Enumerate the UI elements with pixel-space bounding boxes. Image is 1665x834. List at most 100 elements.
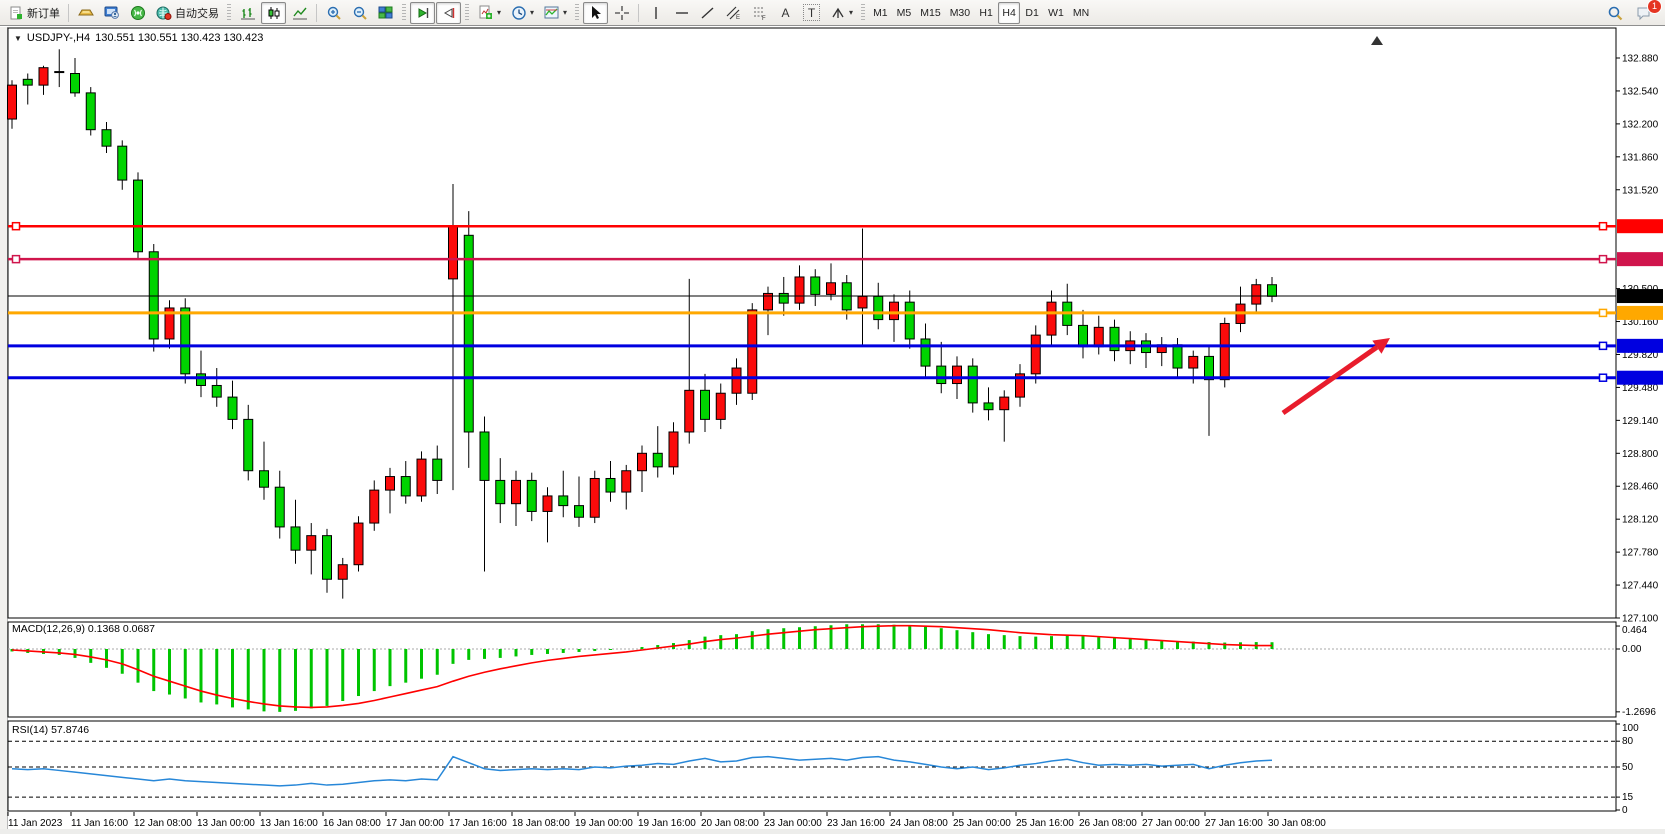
line-handle[interactable] — [1598, 221, 1608, 231]
gold-ingot-button[interactable] — [73, 2, 98, 24]
arrows-button[interactable]: ▾ — [825, 2, 857, 24]
candle-down — [479, 431, 490, 481]
time-axis-label: 11 Jan 2023 — [8, 818, 63, 829]
candle-down — [101, 129, 112, 147]
tab-timeframe-M30[interactable]: M30 — [946, 2, 974, 24]
candle-up — [1219, 322, 1230, 381]
tab-timeframe-D1[interactable]: D1 — [1021, 2, 1043, 24]
panel-border — [7, 621, 1617, 718]
tab-timeframe-MN[interactable]: MN — [1069, 2, 1093, 24]
templates-icon — [543, 4, 560, 21]
vertical-line-button[interactable] — [643, 2, 668, 24]
candle-down — [1267, 284, 1277, 297]
chart-canvas[interactable]: 132.880 132.540 132.200 131.860 131.520 130.5… — [0, 27, 1665, 834]
svg-text:128.460: 128.460 — [1622, 482, 1659, 493]
main-toolbar: 新订单 自动交易 — [0, 0, 1665, 26]
trend-arrow[interactable] — [1281, 345, 1379, 416]
zoom-in-button[interactable] — [321, 2, 346, 24]
time-axis-label: 12 Jan 08:00 — [134, 818, 192, 829]
line-handle[interactable] — [11, 254, 21, 264]
candle-up — [448, 225, 458, 280]
tab-timeframe-M1[interactable]: M1 — [869, 2, 892, 24]
candle-down — [117, 145, 128, 181]
tab-timeframe-M15[interactable]: M15 — [916, 2, 944, 24]
signals-button[interactable] — [125, 2, 150, 24]
svg-text:128.800: 128.800 — [1622, 449, 1659, 460]
tab-timeframe-H1[interactable]: H1 — [975, 2, 997, 24]
price-tag — [1617, 219, 1663, 234]
templates-button[interactable]: ▾ — [539, 2, 571, 24]
autotrading-button[interactable]: 自动交易 — [151, 2, 223, 24]
line-handle[interactable] — [1598, 373, 1608, 382]
crosshair-icon — [613, 4, 630, 21]
svg-text:127.100: 127.100 — [1622, 614, 1659, 625]
crosshair-button[interactable] — [609, 2, 634, 24]
time-axis-label: 17 Jan 00:00 — [386, 818, 444, 829]
periods-button[interactable]: ▾ — [506, 2, 538, 24]
timeframe-label: M5 — [896, 6, 912, 19]
notification-badge: 1 — [1647, 0, 1662, 14]
fibonacci-button[interactable]: F — [747, 2, 772, 24]
line-handle[interactable] — [11, 221, 21, 231]
terminal-window-button[interactable] — [99, 2, 124, 24]
candle-down — [967, 365, 978, 404]
notifications-button[interactable]: 1 — [1631, 0, 1662, 24]
equidistant-channel-icon: E — [725, 4, 742, 21]
candle-down — [700, 389, 710, 420]
new-order-button[interactable]: 新订单 — [3, 2, 64, 24]
auto-scroll-button[interactable] — [410, 1, 435, 24]
statusbar-edge — [0, 829, 1665, 834]
horizontal-line-icon — [673, 4, 690, 21]
chart-window — [0, 27, 1665, 834]
candle-down — [1078, 324, 1088, 348]
candle-up — [1188, 355, 1199, 369]
tab-timeframe-W1[interactable]: W1 — [1044, 2, 1068, 24]
indicators-button[interactable]: ▾ — [473, 2, 505, 24]
tile-windows-button[interactable] — [373, 2, 398, 24]
cursor-button[interactable] — [583, 1, 609, 24]
macd-histogram — [10, 624, 1274, 712]
candlestick-chart-button[interactable] — [261, 1, 286, 24]
line-handle[interactable] — [1598, 254, 1608, 264]
candle-up — [589, 477, 600, 518]
timeframe-label: MN — [1072, 6, 1090, 19]
symbol-dropdown-icon[interactable]: ▼ — [14, 33, 22, 43]
trendline-button[interactable] — [695, 2, 720, 24]
candle-down — [274, 486, 285, 528]
horizontal-line-button[interactable] — [669, 2, 694, 24]
candle-down — [1204, 355, 1214, 381]
toolbar-separator — [316, 3, 317, 22]
zoom-out-button[interactable] — [347, 2, 372, 24]
chart-shift-marker[interactable] — [1371, 36, 1383, 45]
candle-up — [731, 367, 742, 394]
tab-timeframe-H4[interactable]: H4 — [998, 1, 1021, 24]
svg-text:131.860: 131.860 — [1622, 152, 1659, 163]
panel-border — [7, 27, 1617, 619]
chart-shift-button[interactable] — [436, 1, 461, 24]
candle-down — [227, 396, 238, 420]
ohlc-values: 130.551 130.551 130.423 130.423 — [95, 32, 264, 44]
equidistant-channel-button[interactable]: E — [721, 2, 746, 24]
text-label-button[interactable]: T — [799, 2, 824, 24]
new-order-label: 新订单 — [27, 7, 60, 20]
new-order-icon — [7, 4, 24, 21]
candle-up — [889, 301, 899, 321]
candle-up — [542, 495, 553, 512]
candle-up — [306, 535, 317, 551]
price-tag — [1617, 289, 1663, 304]
candle-down — [259, 470, 269, 488]
candle-up — [164, 307, 175, 340]
toolbar-drag-handle — [465, 3, 469, 22]
candle-down — [432, 458, 443, 481]
line-handle[interactable] — [1598, 341, 1608, 351]
bar-chart-button[interactable] — [235, 2, 260, 24]
line-handle[interactable] — [1598, 308, 1608, 318]
candle-up — [763, 292, 773, 311]
search-button[interactable] — [1602, 2, 1627, 24]
line-chart-button[interactable] — [287, 2, 312, 24]
time-axis-label: 27 Jan 16:00 — [1205, 818, 1263, 829]
indicators-icon — [477, 4, 494, 21]
text-button[interactable]: A — [773, 2, 798, 24]
candle-down — [574, 505, 584, 518]
tab-timeframe-M5[interactable]: M5 — [893, 2, 916, 24]
